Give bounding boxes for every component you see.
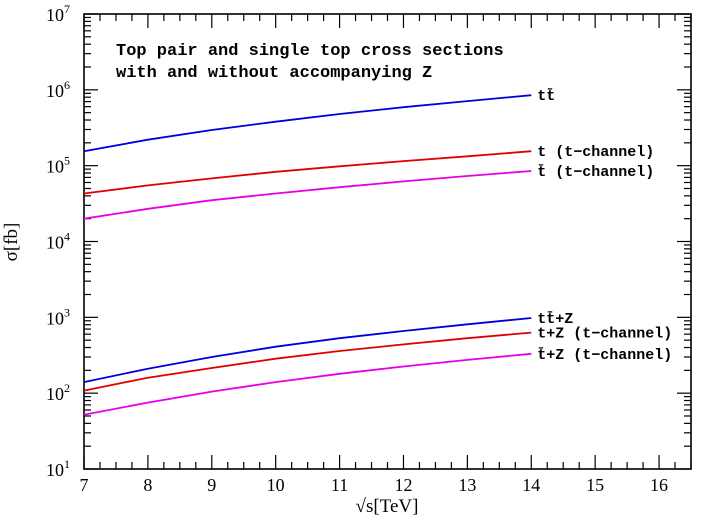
series-lines [83, 94, 532, 416]
series-line-6 [83, 352, 532, 416]
series-label-1: tt̄ [537, 87, 555, 105]
x-axis-title: √s[TeV] [356, 496, 419, 517]
x-tick-label: 16 [650, 475, 668, 495]
y-tick-exponent: 6 [64, 78, 70, 92]
annotation-line-2: with and without accompanying Z [116, 64, 432, 83]
y-tick-label: 101 [46, 457, 70, 480]
y-tick-base: 10 [46, 308, 64, 328]
x-tick-label: 13 [458, 475, 476, 495]
x-tick-label: 12 [394, 475, 412, 495]
y-tick-exponent: 4 [64, 230, 70, 244]
series-label-2: t (t−channel) [537, 144, 654, 161]
x-tick-label: 8 [143, 475, 152, 495]
y-tick-base: 10 [46, 157, 64, 177]
y-tick-base: 10 [46, 384, 64, 404]
x-tick-labels: 7 8 9 10 11 12 13 14 15 16 [80, 475, 669, 495]
y-tick-exponent: 2 [64, 381, 70, 395]
series-line-5 [83, 331, 532, 392]
series-line-2 [83, 150, 532, 195]
x-tick-label: 10 [267, 475, 285, 495]
x-tick-label: 15 [586, 475, 604, 495]
y-tick-base: 10 [46, 460, 64, 480]
y-tick-base: 10 [46, 5, 64, 25]
axis-ticks [83, 13, 692, 470]
y-tick-exponent: 1 [64, 457, 70, 471]
series-labels: tt̄ t (t−channel) t̄ (t−channel) tt̄+Zt+Z (… [537, 87, 672, 364]
series-line-3 [83, 170, 532, 220]
series-line-1 [83, 94, 532, 153]
y-tick-base: 10 [46, 81, 64, 101]
x-tick-label: 7 [80, 475, 89, 495]
series-label-4: tt̄+Z [537, 310, 573, 328]
y-tick-exponent: 3 [64, 305, 70, 319]
y-tick-label: 104 [46, 230, 70, 253]
x-tick-label: 9 [207, 475, 216, 495]
y-tick-label: 103 [46, 305, 70, 328]
series-label-3: t̄ (t−channel) [537, 163, 654, 181]
y-axis-title: σ[fb] [1, 223, 22, 262]
x-tick-label: 14 [522, 475, 540, 495]
annotation-line-1: Top pair and single top cross sections [116, 42, 504, 61]
y-tick-label: 106 [46, 78, 70, 101]
x-tick-label: 11 [331, 475, 348, 495]
y-tick-label: 107 [46, 2, 70, 25]
y-tick-exponent: 5 [64, 154, 70, 168]
y-tick-label: 105 [46, 154, 70, 177]
y-tick-label: 102 [46, 381, 70, 404]
y-tick-base: 10 [46, 233, 64, 253]
series-line-4 [83, 317, 532, 383]
series-label-5: t+Z (t−channel) [537, 326, 672, 343]
y-tick-exponent: 7 [64, 2, 70, 16]
series-label-6: t̄+Z (t−channel) [537, 346, 672, 364]
